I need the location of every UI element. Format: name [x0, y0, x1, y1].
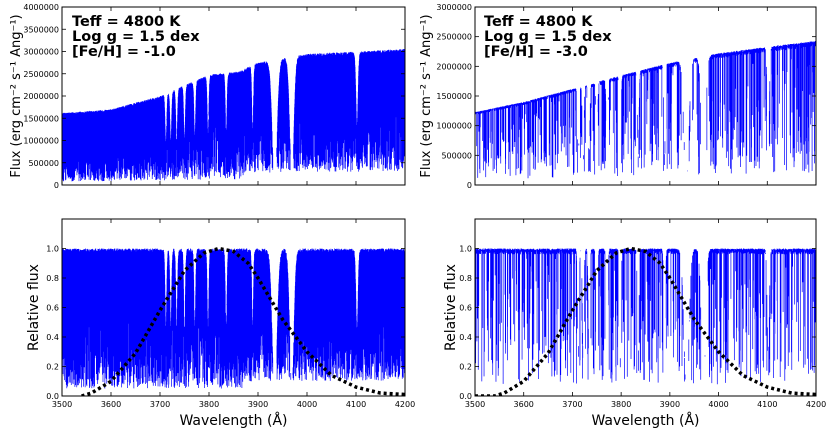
- y-tick-label: 0.4: [46, 333, 59, 342]
- y-tick-label: 4000000: [23, 3, 59, 12]
- x-axis-label: Wavelength (Å): [591, 412, 699, 429]
- spectrum-line: [475, 40, 816, 179]
- y-axis-label: Flux (erg cm⁻² s⁻¹ Ang⁻¹): [419, 14, 434, 177]
- x-tick-label: 4100: [757, 400, 777, 409]
- y-tick-label: 3000000: [23, 48, 59, 57]
- annotation-line: Log g = 1.5 dex: [72, 29, 200, 45]
- y-tick-label: 1.0: [46, 245, 59, 254]
- x-tick-label: 4100: [346, 400, 366, 409]
- y-tick-label: 500000: [28, 159, 59, 168]
- x-tick-label: 3900: [248, 400, 268, 409]
- annotation-line: Teff = 4800 K: [484, 14, 593, 30]
- annotation-line: [Fe/H] = -3.0: [484, 44, 588, 60]
- chart-panel-top-right: 0 500000 1000000 1500000 2000000 2500000 30000…: [419, 3, 817, 190]
- x-tick-label: 4000: [708, 400, 728, 409]
- y-tick-label: 2000000: [23, 92, 59, 101]
- y-tick-label: 0.4: [459, 333, 472, 342]
- x-tick-label: 3700: [562, 400, 582, 409]
- y-tick-label: 2000000: [436, 62, 472, 71]
- annotation-line: [Fe/H] = -1.0: [72, 44, 176, 60]
- spectrum-line: [475, 248, 816, 385]
- x-tick-label: 3700: [150, 400, 170, 409]
- y-tick-label: 0.0: [46, 392, 59, 401]
- chart-panel-top-left: 0 500000 1000000 1500000 2000000 2500000 30000…: [9, 3, 406, 190]
- x-tick-label: 3600: [101, 400, 121, 409]
- spectrum-line: [62, 248, 405, 389]
- x-tick-label: 4000: [297, 400, 317, 409]
- y-tick-label: 1500000: [436, 92, 472, 101]
- spectrum-line: [62, 49, 405, 182]
- annotation-line: Teff = 4800 K: [72, 14, 181, 30]
- y-axis-label: Relative flux: [443, 264, 459, 351]
- x-axis-label: Wavelength (Å): [179, 412, 287, 429]
- y-tick-label: 1000000: [436, 122, 472, 131]
- y-tick-label: 3000000: [436, 3, 472, 12]
- y-tick-label: 0.2: [459, 363, 472, 372]
- y-axis-label: Relative flux: [26, 264, 42, 351]
- filter-curve: [81, 246, 405, 396]
- plot-area: [475, 40, 816, 179]
- x-tick-label: 3500: [465, 400, 485, 409]
- y-tick-label: 3500000: [23, 25, 59, 34]
- plot-area: [475, 246, 816, 396]
- y-axis-label: Flux (erg cm⁻² s⁻¹ Ang⁻¹): [9, 14, 24, 177]
- x-tick-label: 3800: [199, 400, 219, 409]
- y-tick-label: 0.2: [46, 363, 59, 372]
- y-tick-label: 0: [467, 181, 472, 190]
- x-tick-label: 3500: [52, 400, 72, 409]
- filter-curve: [475, 246, 816, 396]
- x-tick-label: 3900: [660, 400, 680, 409]
- chart-panel-bottom-right: 0.0 0.2 0.4 0.6 0.8 1.0 3500 3600 3700 3800 3900 40…: [443, 218, 826, 429]
- y-tick-label: 500000: [441, 151, 472, 160]
- x-tick-label: 3600: [514, 400, 534, 409]
- chart-panel-bottom-left: 0.0 0.2 0.4 0.6 0.8 1.0 3500 3600 3700 3800 3900 40…: [26, 218, 415, 429]
- y-tick-label: 0.0: [459, 392, 472, 401]
- y-tick-label: 0.8: [46, 274, 59, 283]
- annotation-line: Log g = 1.5 dex: [484, 29, 612, 45]
- y-tick-label: 2500000: [436, 33, 472, 42]
- y-tick-label: 0.6: [46, 304, 59, 313]
- y-tick-label: 1000000: [23, 137, 59, 146]
- x-tick-label: 4200: [806, 400, 826, 409]
- plot-area: [62, 49, 405, 182]
- y-tick-label: 1.0: [459, 245, 472, 254]
- x-tick-label: 4200: [395, 400, 415, 409]
- y-tick-label: 1500000: [23, 114, 59, 123]
- plot-area: [62, 246, 405, 396]
- y-tick-label: 0: [54, 181, 59, 190]
- x-tick-label: 3800: [611, 400, 631, 409]
- y-tick-label: 0.6: [459, 304, 472, 313]
- y-tick-label: 0.8: [459, 274, 472, 283]
- y-tick-label: 2500000: [23, 70, 59, 79]
